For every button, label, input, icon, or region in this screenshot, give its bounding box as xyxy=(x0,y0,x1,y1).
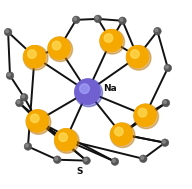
Circle shape xyxy=(111,158,119,165)
Circle shape xyxy=(6,72,14,79)
Circle shape xyxy=(110,123,135,148)
Circle shape xyxy=(162,99,170,107)
Circle shape xyxy=(54,156,61,163)
Circle shape xyxy=(155,29,158,32)
Circle shape xyxy=(24,143,32,150)
Text: S: S xyxy=(77,167,83,176)
Circle shape xyxy=(31,114,39,123)
Circle shape xyxy=(16,99,23,107)
Circle shape xyxy=(52,41,61,50)
Circle shape xyxy=(161,139,169,146)
Circle shape xyxy=(48,37,70,60)
Circle shape xyxy=(139,155,147,163)
Circle shape xyxy=(164,101,166,104)
Circle shape xyxy=(55,157,58,160)
Circle shape xyxy=(20,94,28,101)
Text: Na: Na xyxy=(103,84,117,93)
Circle shape xyxy=(120,18,123,21)
Circle shape xyxy=(126,45,149,68)
Circle shape xyxy=(119,17,126,25)
Circle shape xyxy=(84,158,87,161)
Circle shape xyxy=(75,79,103,107)
Circle shape xyxy=(100,29,124,54)
Circle shape xyxy=(80,84,89,94)
Circle shape xyxy=(28,50,36,58)
Circle shape xyxy=(59,133,67,142)
Circle shape xyxy=(113,159,115,162)
Circle shape xyxy=(17,101,20,104)
Circle shape xyxy=(115,127,123,136)
Circle shape xyxy=(94,15,102,23)
Circle shape xyxy=(72,16,80,24)
Circle shape xyxy=(104,34,113,42)
Circle shape xyxy=(141,156,144,159)
Circle shape xyxy=(75,79,100,105)
Circle shape xyxy=(55,129,79,153)
Circle shape xyxy=(26,110,51,134)
Circle shape xyxy=(6,30,9,33)
Circle shape xyxy=(138,108,147,117)
Circle shape xyxy=(131,50,139,58)
Circle shape xyxy=(48,37,73,62)
Circle shape xyxy=(127,46,151,70)
Circle shape xyxy=(8,73,11,76)
Circle shape xyxy=(95,16,98,19)
Circle shape xyxy=(83,157,90,164)
Circle shape xyxy=(110,123,133,146)
Circle shape xyxy=(23,46,48,70)
Circle shape xyxy=(134,104,156,127)
Circle shape xyxy=(164,64,172,72)
Circle shape xyxy=(166,66,168,69)
Circle shape xyxy=(22,95,25,98)
Circle shape xyxy=(26,144,28,147)
Circle shape xyxy=(134,104,159,129)
Circle shape xyxy=(74,17,77,20)
Circle shape xyxy=(163,140,166,143)
Circle shape xyxy=(54,129,77,151)
Circle shape xyxy=(23,45,46,68)
Circle shape xyxy=(26,110,49,132)
Circle shape xyxy=(154,27,161,35)
Circle shape xyxy=(100,29,122,52)
Circle shape xyxy=(4,28,12,36)
